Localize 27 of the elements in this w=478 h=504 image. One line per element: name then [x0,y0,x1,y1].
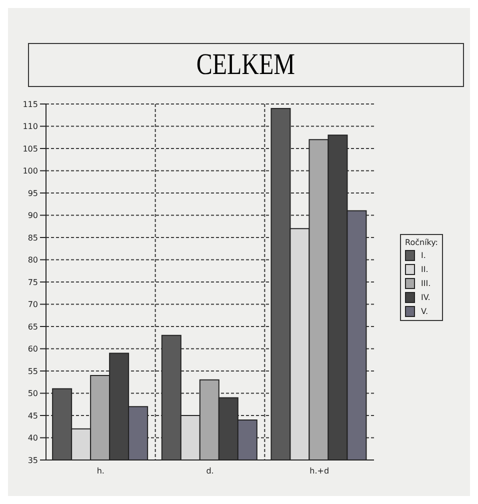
y-tick-label: 35 [28,456,38,465]
y-tick-label: 60 [28,344,38,354]
chart-title: CELKEM [196,48,296,82]
y-tick-label: 105 [22,144,38,154]
legend-label: I. [421,251,426,260]
y-tick-label: 115 [22,100,38,109]
x-tick-label: h.+d [310,466,330,476]
y-tick-label: 40 [28,434,38,443]
y-tick-label: 90 [28,211,38,220]
legend-title: Ročníky: [405,238,438,247]
y-tick-label: 50 [28,389,38,398]
y-tick-label: 65 [28,322,38,332]
legend-label: III. [421,279,431,288]
legend-label: V. [421,307,428,316]
y-tick-label: 75 [28,278,38,287]
x-tick-label: d. [206,466,214,476]
y-tick-label: 70 [28,300,38,310]
legend-label: II. [421,265,428,274]
y-tick-label: 85 [28,233,38,242]
y-tick-label: 55 [28,366,38,376]
y-tick-label: 110 [22,122,38,132]
y-tick-label: 100 [22,166,38,176]
y-tick-label: 45 [28,411,38,420]
x-tick-label: h. [96,466,104,476]
legend-label: IV. [421,293,430,302]
y-tick-label: 95 [28,188,38,198]
y-tick-label: 80 [28,256,38,265]
